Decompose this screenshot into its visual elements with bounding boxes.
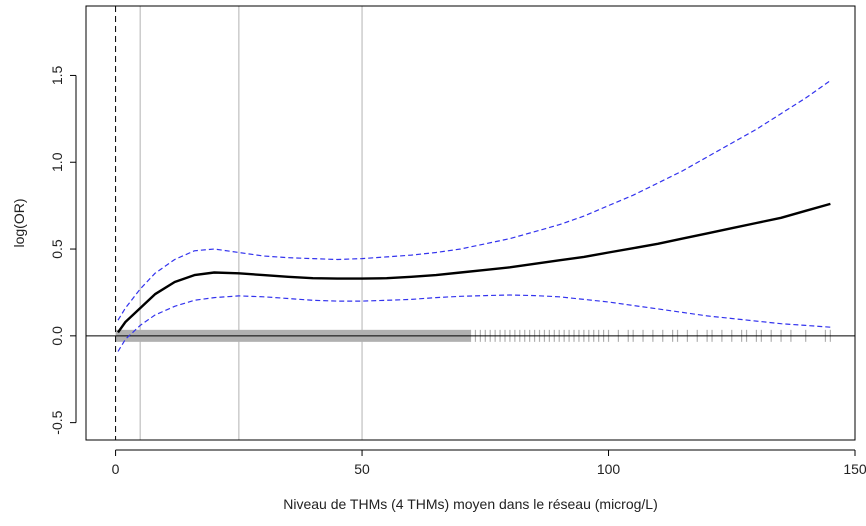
series-lines (117, 80, 831, 352)
y-tick-label: 0.5 (49, 239, 65, 259)
ci-lower-line (117, 294, 831, 352)
y-tick-label: -0.5 (49, 410, 65, 434)
axes: 0 50 100 150 -0.5 0.0 0.5 1.0 1.5 (49, 65, 866, 477)
plot-frame (85, 5, 856, 441)
estimate-line (117, 202, 831, 334)
x-tick-label: 50 (354, 461, 370, 477)
y-tick-label: 1.5 (49, 65, 65, 85)
x-tick-label: 150 (843, 461, 866, 477)
y-tick-label: 0.0 (49, 326, 65, 346)
vertical-gridlines (139, 6, 363, 440)
x-tick-label: 0 (112, 461, 120, 477)
ci-upper-line (117, 80, 831, 321)
y-axis-label: log(OR) (11, 198, 27, 247)
x-tick-label: 100 (597, 461, 621, 477)
y-tick-label: 1.0 (49, 152, 65, 172)
x-axis-label: Niveau de THMs (4 THMs) moyen dans le ré… (283, 496, 658, 512)
reference-lines (86, 6, 855, 440)
